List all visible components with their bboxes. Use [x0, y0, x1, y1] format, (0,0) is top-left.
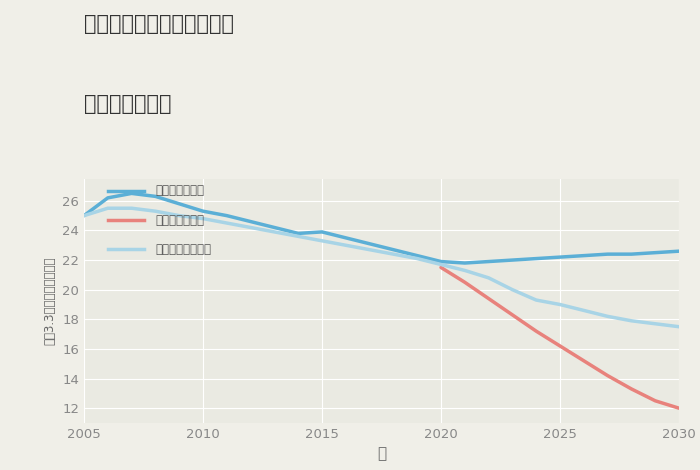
Text: グッドシナリオ: グッドシナリオ	[155, 184, 204, 197]
Text: 土地の価格推移: 土地の価格推移	[84, 94, 172, 114]
Y-axis label: 坪（3.3㎡）単価（万円）: 坪（3.3㎡）単価（万円）	[43, 257, 57, 345]
X-axis label: 年: 年	[377, 446, 386, 462]
Text: 兵庫県姫路市大津区新町の: 兵庫県姫路市大津区新町の	[84, 14, 234, 34]
Text: ノーマルシナリオ: ノーマルシナリオ	[155, 243, 211, 256]
Text: バッドシナリオ: バッドシナリオ	[155, 214, 204, 227]
